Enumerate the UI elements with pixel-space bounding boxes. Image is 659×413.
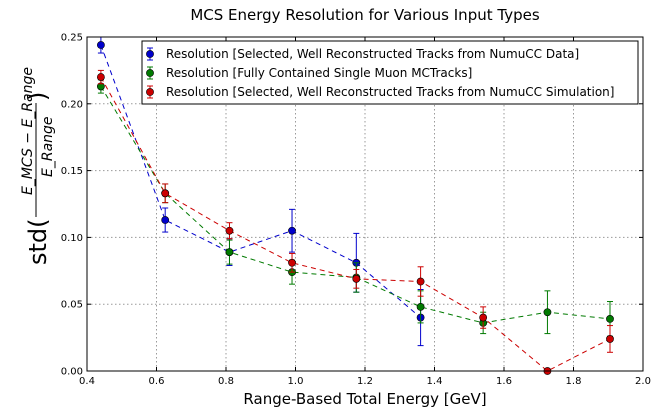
y-tick-label: 0.10 [61,233,83,244]
legend: Resolution [Selected, Well Reconstructed… [141,40,639,105]
x-tick-label: 0.6 [149,376,165,387]
y-tick-label: 0.15 [61,166,83,177]
x-axis-label: Range-Based Total Energy [GeV] [243,390,486,408]
series-layer [97,36,614,375]
x-tick-label: 1.4 [427,376,443,387]
chart-title: MCS Energy Resolution for Various Input … [190,6,539,24]
legend-marker [146,50,154,58]
data-point [225,248,234,256]
ticks: 0.4 0.6 0.8 1.0 1.2 1.4 1.6 1.8 2.0 0.00 0.05 0.10 0… [61,33,651,388]
x-tick-label: 0.4 [79,376,95,387]
y-axis-label-suffix: ) [24,92,52,101]
y-tick-label: 0.05 [61,300,83,311]
legend-label: Resolution [Fully Contained Single Muon … [166,66,472,80]
x-tick-label: 0.8 [218,376,234,387]
data-point [416,277,425,286]
data-point [288,258,296,267]
y-axis-label-prefix: std( [24,218,52,265]
x-tick-label: 2.0 [635,376,651,387]
data-point [97,73,105,81]
legend-label: Resolution [Selected, Well Reconstructed… [166,47,579,61]
legend-marker [146,69,154,77]
data-point [416,302,425,311]
y-axis-label: std( E_MCS − E_Range E_Range ) [20,67,56,265]
data-point [161,189,170,198]
data-point [606,335,614,343]
legend-marker [146,88,154,96]
data-point [225,226,234,235]
series-line [100,44,421,318]
y-tick-label: 0.00 [61,367,83,378]
data-point [161,216,170,224]
legend-item: Resolution [Selected, Well Reconstructed… [146,47,579,61]
x-tick-label: 1.8 [566,376,582,387]
y-tick-label: 0.25 [61,33,83,44]
y-axis-label-numerator: E_MCS − E_Range [20,67,36,195]
data-point [543,308,552,317]
data-point [97,41,105,49]
legend-label: Resolution [Selected, Well Reconstructed… [166,85,614,99]
data-point [288,226,296,235]
y-tick-label: 0.20 [61,99,83,110]
legend-item: Resolution [Fully Contained Single Muon … [146,66,472,80]
y-axis-label-denominator: E_Range [40,116,56,177]
x-tick-label: 1.2 [357,376,373,387]
x-tick-label: 1.6 [496,376,512,387]
legend-item: Resolution [Selected, Well Reconstructed… [146,85,614,99]
data-point [606,314,614,323]
data-point [479,313,488,322]
legend-box [141,40,639,105]
x-tick-label: 1.0 [288,376,304,387]
data-point [352,274,361,283]
